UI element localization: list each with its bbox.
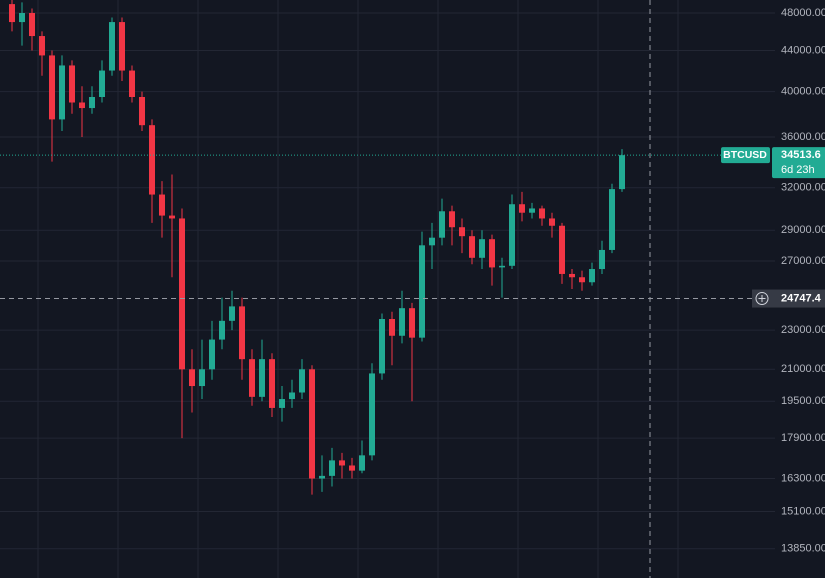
y-tick-label: 32000.00 [781,182,825,194]
candle-body [119,22,125,71]
y-tick-label: 48000.00 [781,7,825,19]
y-tick-label: 15100.00 [781,505,825,517]
candle-body [489,239,495,268]
y-tick-label: 36000.00 [781,131,825,143]
candle-body [59,65,65,120]
candle-body [209,339,215,370]
crosshair-label: 24747.4 [781,292,822,304]
candle-body [89,97,95,109]
crosshair-badge [752,289,825,308]
candle-body [279,399,285,408]
candle-body [229,306,235,321]
candle-body [389,318,395,336]
candle-body [549,218,555,226]
y-tick-label: 23000.00 [781,324,825,336]
y-tick-label: 21000.00 [781,363,825,375]
candle-body [379,318,385,374]
candle-body [529,208,535,213]
candle-body [69,65,75,103]
candle-body [299,369,305,393]
candle-body [109,22,115,71]
candle-body [369,373,375,456]
candle-body [329,460,335,476]
candle-body [319,475,325,479]
candle-body [139,97,145,126]
candle-body [239,306,245,360]
candle-body [79,102,85,109]
candle-body [159,194,165,216]
candle-body [199,369,205,387]
candle-body [19,13,25,23]
candle-body [39,36,45,56]
y-tick-label: 27000.00 [781,255,825,267]
candle-body [9,4,15,23]
candle-body [399,308,405,336]
y-tick-label: 13850.00 [781,543,825,555]
candle-body [479,239,485,258]
candle-body [559,225,565,274]
candle-body [519,204,525,213]
symbol-badge [721,147,770,164]
candle-body [539,208,545,219]
candle-body [599,249,605,270]
candle-body [129,70,135,98]
candle-body [349,465,355,471]
candle-body [179,218,185,370]
candle-body [579,277,585,283]
candle-body [99,70,105,98]
candle-body [219,320,225,340]
price-badge [772,147,825,179]
candle-body [339,460,345,466]
candle-body [469,236,475,258]
y-tick-label: 19500.00 [781,395,825,407]
candle-body [49,55,55,120]
candle-body [359,455,365,471]
candle-body [259,359,265,397]
y-tick-label: 17900.00 [781,432,825,444]
countdown-label: 6d 23h [781,164,815,176]
candle-body [29,13,35,37]
candle-body [459,227,465,237]
candle-body [589,269,595,283]
candle-body [149,125,155,195]
candle-body [419,245,425,338]
candle-body [619,155,625,190]
candle-body [409,308,415,338]
candle-body [449,211,455,228]
candle-body [569,273,575,278]
candle-body [169,215,175,219]
y-tick-label: 44000.00 [781,44,825,56]
y-tick-label: 40000.00 [781,85,825,97]
add-alert-icon [755,292,769,306]
symbol-label: BTCUSD [723,149,767,161]
candle-body [439,211,445,238]
y-tick-label: 16300.00 [781,472,825,484]
candle-body [509,204,515,266]
add-alert-plus [758,295,766,303]
candle-body [499,265,505,268]
candle-body [189,369,195,387]
candle-body [609,189,615,250]
candle-body [269,359,275,408]
candle-body [289,392,295,400]
last-price-label: 34513.6 [781,149,821,161]
candle-body [309,369,315,479]
candle-body [249,359,255,397]
candle-body [429,237,435,246]
y-tick-label: 29000.00 [781,224,825,236]
